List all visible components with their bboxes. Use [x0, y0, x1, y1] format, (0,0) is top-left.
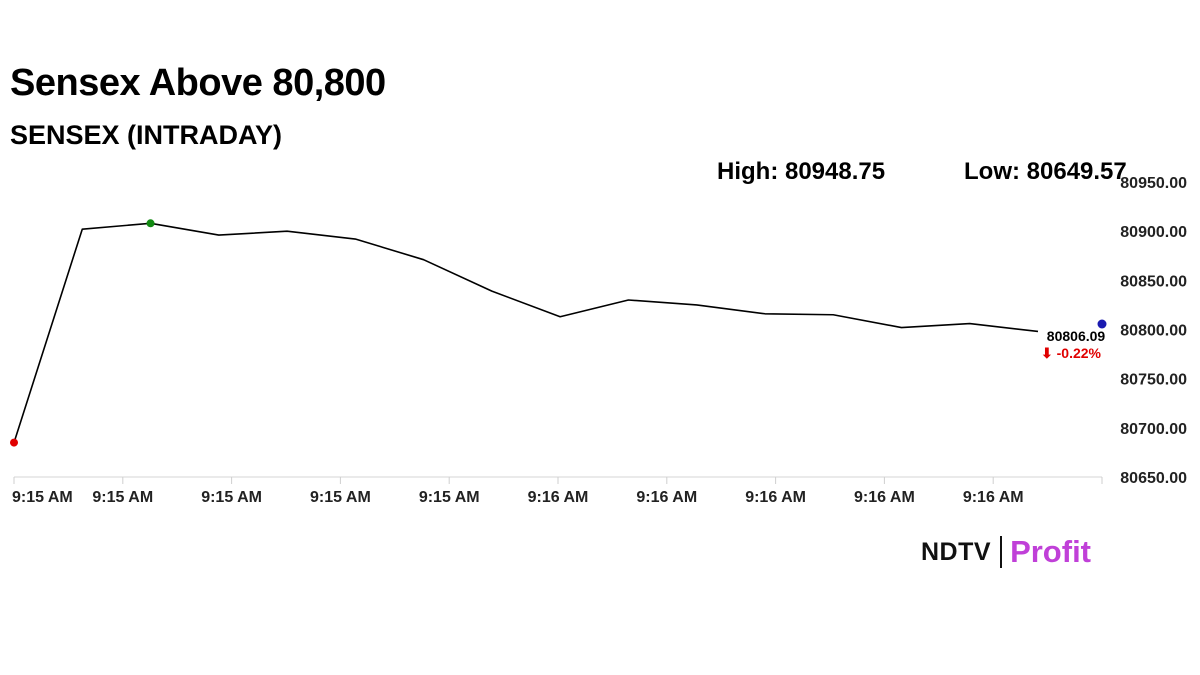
- x-tick-label: 9:16 AM: [745, 489, 806, 506]
- ndtv-profit-logo: NDTV Profit: [921, 533, 1091, 571]
- x-tick-label: 9:15 AM: [201, 489, 262, 506]
- high-marker: [146, 219, 155, 228]
- y-axis: 80650.00 80700.00 80750.00 80800.00 80850.00…: [1120, 175, 1187, 487]
- current-marker: [1097, 319, 1107, 329]
- x-tick-label: 9:15 AM: [92, 489, 153, 506]
- y-tick-label: 80850.00: [1120, 273, 1187, 290]
- y-tick-label: 80800.00: [1120, 323, 1187, 340]
- x-tick-label: 9:16 AM: [528, 489, 589, 506]
- logo-divider: [1000, 536, 1003, 568]
- y-tick-label: 80900.00: [1120, 224, 1187, 241]
- high-stat: High: 80948.75: [717, 158, 886, 185]
- change-percent-label: ⬇ -0.22%: [1041, 345, 1102, 361]
- plot-area: [10, 219, 1107, 447]
- low-stat: Low: 80649.57: [964, 158, 1127, 185]
- y-tick-label: 80950.00: [1120, 175, 1187, 192]
- y-tick-label: 80700.00: [1120, 421, 1187, 438]
- chart-title: SENSEX (INTRADAY): [10, 120, 283, 150]
- x-tick-label: 9:16 AM: [963, 489, 1024, 506]
- x-axis: 9:15 AM 9:15 AM 9:15 AM 9:15 AM 9:15 AM 9:16 …: [12, 476, 1103, 506]
- headline: Sensex Above 80,800: [10, 62, 386, 104]
- ndtv-wordmark: NDTV: [921, 537, 992, 566]
- profit-wordmark: Profit: [1010, 534, 1091, 569]
- x-tick-label: 9:15 AM: [419, 489, 480, 506]
- x-tick-label: 9:15 AM: [310, 489, 371, 506]
- x-tick-label: 9:15 AM: [12, 489, 73, 506]
- y-tick-label: 80650.00: [1120, 470, 1187, 487]
- last-value-label: 80806.09: [1047, 328, 1106, 344]
- low-marker: [10, 438, 18, 447]
- y-tick-label: 80750.00: [1120, 372, 1187, 389]
- sensex-line: [13, 222, 1039, 443]
- x-tick-label: 9:16 AM: [636, 489, 697, 506]
- x-tick-label: 9:16 AM: [854, 489, 915, 506]
